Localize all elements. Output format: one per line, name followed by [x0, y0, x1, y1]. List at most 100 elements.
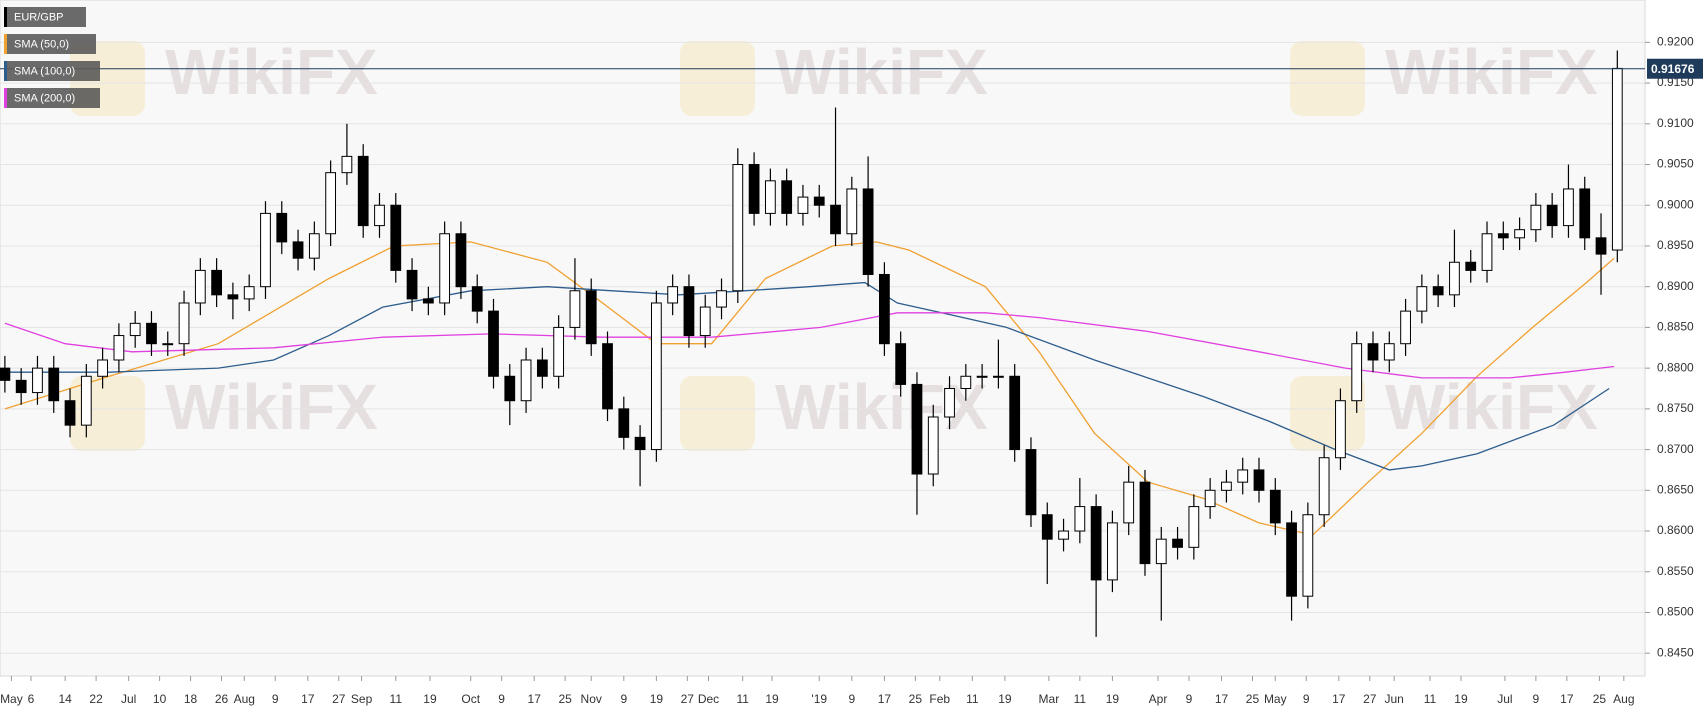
candle-body [1481, 233, 1493, 271]
candle-body [48, 367, 60, 402]
sma-lines [4, 241, 1615, 536]
candle-body [699, 306, 711, 337]
x-tick-label: May [0, 692, 23, 706]
last-price-label: 0.91676 [1651, 62, 1695, 76]
y-tick-label: 0.8950 [1657, 238, 1694, 252]
watermark-text: WikiFX [775, 36, 988, 108]
candle-body [227, 294, 239, 300]
candle-body [178, 302, 190, 345]
candle-body [504, 375, 516, 402]
watermark-text: WikiFX [165, 36, 378, 108]
candle-body [618, 408, 630, 438]
candle-body [1025, 449, 1037, 516]
x-tick-label: 27 [1363, 692, 1377, 706]
candle-body [732, 164, 744, 292]
candle-body [1058, 530, 1069, 540]
x-tick-label: 25 [1246, 692, 1260, 706]
candle-body [781, 180, 793, 214]
axes: 0.8450 0.8500 0.8550 0.8600 0.8650 0.8700 0.87… [0, 35, 1703, 706]
legend-box[interactable] [4, 7, 86, 27]
candle-body [341, 155, 353, 174]
x-tick-label: 9 [620, 692, 627, 706]
x-tick-label: 27 [681, 692, 695, 706]
legend-box[interactable] [4, 34, 96, 54]
last-price-tag [1647, 58, 1703, 79]
candle-body [32, 367, 43, 394]
legend-box[interactable] [4, 88, 100, 108]
plot-area [0, 0, 1646, 677]
y-tick-label: 0.8800 [1657, 360, 1694, 374]
x-tick-label: 17 [301, 692, 315, 706]
candle-body [553, 326, 565, 377]
candle-body [439, 233, 451, 304]
candle-body [325, 172, 337, 235]
candle-body [1009, 375, 1021, 451]
candle-body [1563, 188, 1574, 227]
x-tick-label: 19 [1106, 692, 1120, 706]
x-tick-label: 17 [1332, 692, 1346, 706]
candle-body [585, 290, 597, 345]
candle-body [308, 233, 320, 259]
legend-swatch [4, 34, 7, 54]
candle-body [211, 269, 223, 296]
x-tick-label: 25 [558, 692, 572, 706]
x-tick-label: '19 [811, 692, 827, 706]
candle-body [1367, 343, 1379, 361]
candle-body [1416, 286, 1428, 312]
x-tick-label: Jul [1497, 692, 1512, 706]
x-tick-label: 11 [736, 692, 749, 706]
y-tick-label: 0.8850 [1657, 320, 1694, 334]
x-tick-label: Sep [351, 692, 373, 706]
candle-body [1383, 343, 1395, 361]
x-tick-label: 19 [765, 692, 779, 706]
candle-body [488, 310, 499, 377]
x-tick-label: Mar [1039, 692, 1060, 706]
candle-body [1286, 522, 1297, 597]
candle-body [146, 322, 157, 345]
candle-body [683, 286, 695, 337]
candle-body [1090, 506, 1102, 581]
candle-body [1172, 538, 1183, 548]
legend-box[interactable] [4, 61, 100, 81]
x-tick-label: 19 [423, 692, 437, 706]
candle-body [162, 343, 174, 346]
candle-body [1318, 457, 1330, 516]
candle-body [422, 298, 434, 304]
legend-swatch [4, 88, 7, 108]
grid [0, 41, 1645, 654]
candle-body [764, 180, 776, 214]
legend-label: SMA (100,0) [14, 65, 75, 77]
candle-body [194, 269, 206, 304]
x-tick-label: 9 [848, 692, 855, 706]
candle-body [455, 233, 467, 288]
y-tick-label: 0.8750 [1657, 401, 1694, 415]
y-tick-label: 0.9200 [1657, 35, 1694, 49]
x-tick-label: 9 [498, 692, 505, 706]
y-tick-label: 0.9100 [1657, 116, 1694, 130]
candle-body [1465, 261, 1477, 271]
watermark-text: WikiFX [775, 371, 988, 443]
watermark-text: WikiFX [1385, 371, 1598, 443]
y-tick-label: 0.8900 [1657, 279, 1694, 293]
x-tick-label: 19 [1454, 692, 1468, 706]
watermark-icon [1290, 41, 1365, 116]
candle-body [602, 343, 613, 410]
x-tick-label: 11 [1424, 692, 1437, 706]
candle-body [1107, 522, 1118, 581]
candle-body [1188, 506, 1200, 548]
candle-body [260, 212, 271, 288]
y-tick-label: 0.8500 [1657, 605, 1694, 619]
candle-body [1204, 489, 1216, 508]
x-tick-label: 19 [998, 692, 1012, 706]
candle-body [927, 416, 939, 475]
candle-body [97, 359, 108, 377]
candle-body [1221, 481, 1232, 491]
candle-body [993, 375, 1004, 378]
candle-body [879, 273, 890, 345]
candle-body [357, 155, 369, 227]
watermark-text: WikiFX [165, 371, 378, 443]
candle-body [830, 204, 841, 235]
candles [0, 50, 1623, 637]
legend-label: SMA (200,0) [14, 92, 75, 104]
